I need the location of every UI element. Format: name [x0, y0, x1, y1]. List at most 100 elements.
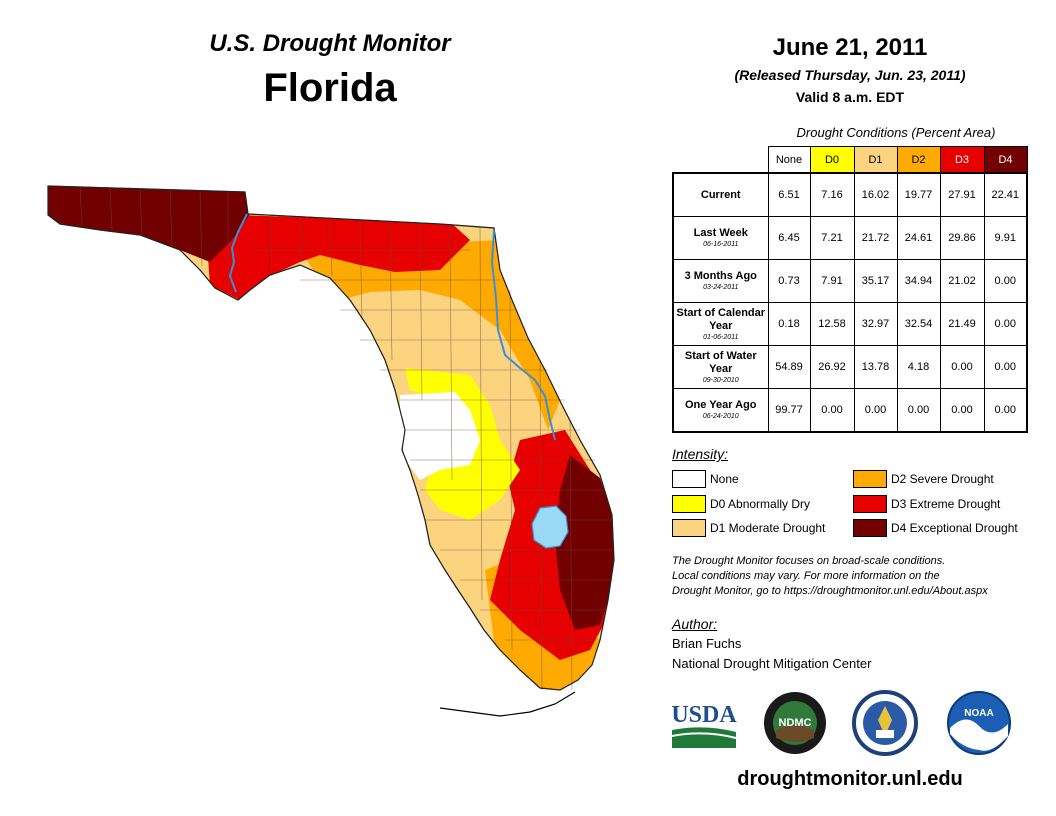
- legend-swatch: [853, 470, 887, 488]
- cell: 32.97: [853, 302, 898, 346]
- col-d0: D0: [809, 146, 855, 174]
- legend-item-none: None: [672, 470, 842, 488]
- legend-swatch: [672, 495, 706, 513]
- author-name: Brian Fuchs: [672, 636, 742, 651]
- site-url[interactable]: droughtmonitor.unl.edu: [737, 768, 963, 790]
- table-row: 3 Months Ago 03-24-2011 0.73 7.91 35.17 3…: [672, 259, 1028, 303]
- author-title: Author:: [672, 616, 718, 632]
- shield-icon: [876, 730, 894, 738]
- d3-region-north: [205, 214, 470, 300]
- legend-swatch: [853, 495, 887, 513]
- legend-item-d1: D1 Moderate Drought: [672, 519, 842, 537]
- cell: 7.16: [809, 172, 855, 217]
- cell: 0.18: [767, 302, 811, 346]
- cell: 0.00: [983, 388, 1028, 433]
- d4-region-southeast: [555, 455, 614, 630]
- cell: 4.18: [896, 345, 941, 389]
- cell: 13.78: [853, 345, 898, 389]
- header-blank: [673, 147, 768, 174]
- county-lines: [79, 185, 614, 691]
- row-date: 06-24-2010: [702, 413, 739, 420]
- note-line: Local conditions may vary. For more info…: [672, 570, 940, 582]
- table-row: Current 6.51 7.16 16.02 19.77 27.91 22.4…: [672, 172, 1028, 217]
- cell: 21.72: [853, 216, 898, 260]
- note-line: Drought Monitor, go to https://droughtmo…: [672, 585, 988, 597]
- disclaimer-note: The Drought Monitor focuses on broad-sca…: [672, 554, 1042, 599]
- cell: 0.00: [896, 388, 941, 433]
- cell: 16.02: [853, 172, 898, 217]
- cell: 35.17: [853, 259, 898, 303]
- cell: 54.89: [767, 345, 811, 389]
- drought-regions: [47, 185, 615, 691]
- legend-label: D1 Moderate Drought: [710, 521, 826, 535]
- row-label: Start of Calendar Year 01-06-2011: [672, 302, 769, 346]
- cell: 6.45: [767, 216, 811, 260]
- legend-label: None: [710, 472, 739, 486]
- col-none: None: [767, 146, 811, 174]
- ndmc-logo: NDMC: [764, 692, 826, 754]
- col-d1: D1: [853, 146, 898, 174]
- row-label-text: Start of Calendar Year: [676, 306, 766, 332]
- legend-swatch: [853, 519, 887, 537]
- legend-swatch: [672, 470, 706, 488]
- usda-hill-icon: [672, 727, 736, 748]
- table-header-row: None D0 D1 D2 D3 D4: [673, 146, 1028, 174]
- col-d3: D3: [939, 146, 985, 174]
- row-date: 01-06-2011: [703, 333, 739, 341]
- col-d2: D2: [896, 146, 941, 174]
- author-org: National Drought Mitigation Center: [672, 656, 872, 671]
- cell: 0.00: [809, 388, 855, 433]
- florida-outline: [47, 185, 615, 691]
- cell: 32.54: [896, 302, 941, 346]
- col-d4: D4: [983, 146, 1028, 174]
- cell: 27.91: [939, 172, 985, 217]
- table-row: One Year Ago 06-24-2010 99.77 0.00 0.00 0…: [672, 388, 1028, 433]
- cell: 7.21: [809, 216, 855, 260]
- release-date: (Released Thursday, Jun. 23, 2011): [734, 67, 966, 83]
- row-label-text: Last Week: [693, 227, 748, 239]
- florida-drought-map: [47, 185, 615, 717]
- note-line: The Drought Monitor focuses on broad-sca…: [672, 555, 946, 567]
- legend-item-d3: D3 Extreme Drought: [853, 495, 1043, 513]
- table-row: Start of Water Year 09-30-2010 54.89 26.9…: [672, 345, 1028, 389]
- valid-time: Valid 8 a.m. EDT: [795, 89, 905, 105]
- cell: 0.00: [983, 259, 1028, 303]
- cell: 19.77: [896, 172, 941, 217]
- row-label: One Year Ago 06-24-2010: [672, 388, 769, 433]
- apalachicola-river: [228, 213, 248, 293]
- legend-title: Intensity:: [672, 446, 729, 462]
- row-date: 03-24-2011: [703, 284, 739, 291]
- cell: 21.02: [939, 259, 985, 303]
- table-row: Start of Calendar Year 01-06-2011 0.18 12…: [672, 302, 1028, 346]
- cell: 6.51: [767, 172, 811, 217]
- row-label: 3 Months Ago 03-24-2011: [672, 259, 769, 303]
- cell: 34.94: [896, 259, 941, 303]
- row-label: Start of Water Year 09-30-2010: [672, 345, 769, 389]
- cell: 7.91: [809, 259, 855, 303]
- cell: 29.86: [939, 216, 985, 260]
- usda-logo: USDA: [671, 702, 737, 748]
- legend-label: D2 Severe Drought: [891, 472, 994, 486]
- row-date: 09-30-2010: [702, 376, 739, 384]
- cell: 99.77: [767, 388, 811, 433]
- d4-region-panhandle: [48, 186, 250, 262]
- cell: 21.49: [939, 302, 985, 346]
- legend-item-d0: D0 Abnormally Dry: [672, 495, 842, 513]
- cell: 0.00: [939, 388, 985, 433]
- eagle-icon: [878, 706, 892, 736]
- ndmc-land-icon: [776, 725, 814, 742]
- legend-label: D0 Abnormally Dry: [710, 497, 811, 511]
- legend-item-d2: D2 Severe Drought: [853, 470, 1043, 488]
- none-region: [400, 392, 480, 480]
- map-date: June 21, 2011: [772, 34, 928, 61]
- row-label: Last Week 06-16-2011: [672, 216, 769, 260]
- cell: 9.91: [983, 216, 1028, 260]
- noaa-bird-icon: [950, 719, 1008, 751]
- cell: 24.61: [896, 216, 941, 260]
- map-subtitle: U.S. Drought Monitor: [209, 30, 451, 57]
- legend-swatch: [672, 519, 706, 537]
- cell: 26.92: [809, 345, 855, 389]
- usda-logo-text: USDA: [671, 702, 737, 728]
- florida-keys: [439, 691, 576, 717]
- cell: 0.00: [983, 345, 1028, 389]
